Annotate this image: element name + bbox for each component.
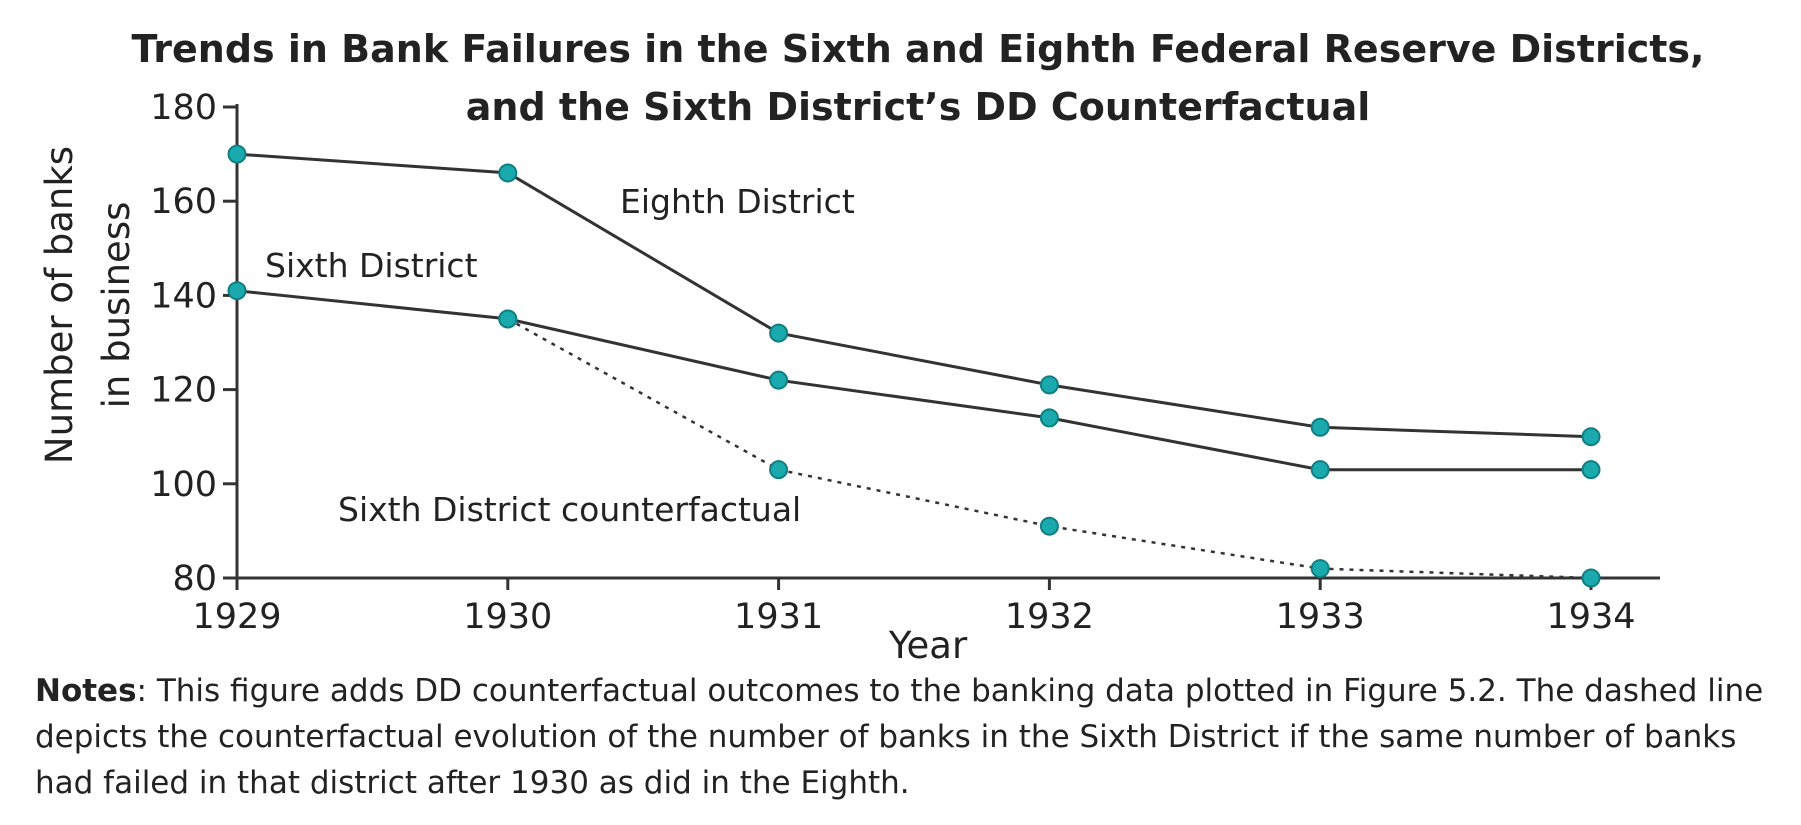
y-axis-label-line1: Number of banks	[38, 146, 81, 464]
data-point-sixth-district	[1039, 408, 1059, 428]
data-point-sixth-district-counterfactual	[498, 309, 518, 329]
chart-subtitle: and the Sixth District’s DD Counterfactu…	[466, 85, 1370, 129]
series-label-sixth-district: Sixth District	[265, 246, 478, 285]
chart-title: Trends in Bank Failures in the Sixth and…	[132, 27, 1705, 71]
x-tick-label: 1934	[1546, 597, 1635, 637]
series-line-sixth-district	[236, 289, 1591, 472]
data-point-sixth-district-counterfactual	[1039, 516, 1059, 536]
x-ticks: 1929 1930 1931 1932 1933 1934	[192, 578, 1636, 637]
y-tick-label: 100	[150, 465, 217, 505]
data-point-sixth-district-counterfactual	[1581, 568, 1601, 588]
data-point-eighth-district	[227, 144, 247, 164]
y-ticks: 80 100 120 140 160 180	[150, 88, 237, 599]
figure-notes: Notes: This figure adds DD counterfactua…	[35, 668, 1780, 806]
data-point-sixth-district-counterfactual	[1310, 559, 1330, 579]
data-point-sixth-district	[227, 281, 247, 301]
series-line-eighth-district	[236, 152, 1592, 439]
y-tick-label: 180	[150, 88, 217, 128]
series-label-sixth-counterfactual: Sixth District counterfactual	[338, 490, 801, 529]
data-point-sixth-district	[1310, 460, 1330, 480]
x-axis-label: Year	[888, 624, 968, 665]
data-point-sixth-district	[1581, 460, 1601, 480]
chart: Trends in Bank Failures in the Sixth and…	[38, 27, 1705, 665]
data-point-eighth-district	[1581, 427, 1601, 447]
x-tick-label: 1930	[463, 597, 552, 637]
x-tick-label: 1932	[1005, 597, 1094, 637]
y-tick-label: 120	[150, 371, 217, 411]
series-label-eighth-district: Eighth District	[620, 182, 855, 221]
series-lines	[236, 152, 1592, 580]
y-axis-label-line2: in business	[95, 202, 138, 409]
y-tick-label: 140	[150, 276, 217, 316]
data-point-eighth-district	[1039, 375, 1059, 395]
data-point-sixth-district	[769, 370, 789, 390]
notes-label: Notes	[35, 673, 137, 709]
data-point-eighth-district	[769, 323, 789, 343]
data-point-sixth-district-counterfactual	[769, 460, 789, 480]
x-tick-label: 1933	[1276, 597, 1365, 637]
y-tick-label: 80	[172, 559, 217, 599]
x-tick-label: 1929	[192, 597, 281, 637]
series-line-sixth-district-counterfactual	[507, 317, 1592, 580]
y-tick-label: 160	[150, 182, 217, 222]
series-markers	[227, 144, 1601, 588]
x-tick-label: 1931	[734, 597, 823, 637]
data-point-eighth-district	[498, 163, 518, 183]
data-point-eighth-district	[1310, 417, 1330, 437]
notes-text: : This figure adds DD counterfactual out…	[35, 673, 1764, 801]
axes	[235, 104, 1660, 580]
